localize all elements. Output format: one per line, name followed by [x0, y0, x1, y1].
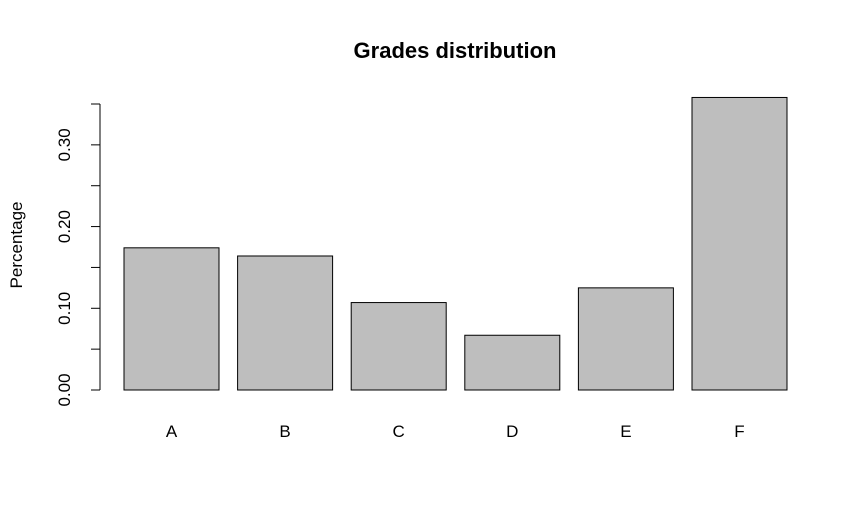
x-category-label: F	[734, 422, 744, 441]
bar-A	[123, 247, 220, 391]
y-tick-label: 0.10	[55, 292, 74, 325]
bar-E	[577, 287, 674, 391]
x-category-label: D	[506, 422, 518, 441]
y-tick-label: 0.00	[55, 373, 74, 406]
x-category-label: A	[166, 422, 178, 441]
bars-group	[123, 96, 788, 391]
bar-B	[237, 255, 334, 391]
x-category-label: E	[620, 422, 631, 441]
y-tick-label: 0.30	[55, 128, 74, 161]
y-axis: 0.00 0.10 0.20 0.30	[55, 103, 101, 407]
y-tick-label: 0.20	[55, 210, 74, 243]
x-axis-category-labels: A B C D E F	[166, 422, 745, 441]
bar-F	[691, 96, 788, 391]
chart-title: Grades distribution	[354, 38, 557, 63]
x-category-label: C	[393, 422, 405, 441]
x-category-label: B	[279, 422, 290, 441]
y-axis-label: Percentage	[7, 202, 26, 289]
bar-D	[464, 334, 561, 391]
bar-C	[350, 302, 447, 391]
